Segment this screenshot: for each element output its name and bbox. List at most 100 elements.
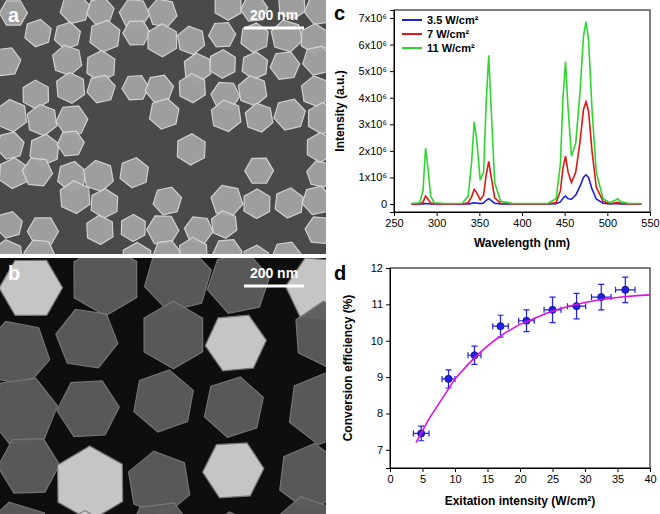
particle xyxy=(87,0,114,24)
tick: 35 xyxy=(612,468,624,485)
particle xyxy=(91,189,117,219)
data-point xyxy=(497,323,504,330)
particle xyxy=(307,132,326,162)
axis-line xyxy=(386,269,391,469)
tick-mark xyxy=(650,212,651,216)
particle xyxy=(27,104,56,135)
y-axis-title: Intensity (a.u.) xyxy=(333,70,347,151)
tick-mark xyxy=(390,151,394,152)
particle xyxy=(244,189,270,219)
tick-label: 250 xyxy=(385,217,403,229)
particle xyxy=(211,185,243,216)
particle xyxy=(87,215,113,244)
tick-mark xyxy=(386,268,390,269)
particle xyxy=(204,377,263,438)
particle xyxy=(245,158,274,183)
tick-label: 7 xyxy=(377,444,383,456)
tick-label: 350 xyxy=(471,217,489,229)
particle xyxy=(242,52,267,79)
particle xyxy=(245,103,273,132)
tick-label: 0 xyxy=(381,198,387,210)
tick-mark xyxy=(390,98,394,99)
tick-label: 20 xyxy=(514,473,526,485)
particle xyxy=(53,45,82,75)
particle xyxy=(123,21,150,45)
particle xyxy=(0,99,27,131)
tick-mark xyxy=(423,468,424,472)
tick-label: 12 xyxy=(371,262,383,274)
tick-label: 550 xyxy=(641,217,659,229)
particle xyxy=(203,443,264,498)
particle xyxy=(123,242,151,254)
panel-label: b xyxy=(8,262,20,284)
tick-mark xyxy=(488,468,489,472)
tick-mark xyxy=(607,212,608,216)
x-axis-title: Wavelength (nm) xyxy=(474,236,570,250)
particle xyxy=(74,258,137,316)
particle xyxy=(243,245,268,254)
tick-mark xyxy=(437,212,438,216)
particle xyxy=(0,132,24,159)
particle xyxy=(272,242,301,254)
tick-label: 400 xyxy=(513,217,531,229)
particle xyxy=(178,26,205,54)
y-axis-title: Conversion efficiency (%) xyxy=(341,295,355,442)
particle xyxy=(58,446,123,514)
tick: 12 xyxy=(371,262,390,274)
tick: 250 xyxy=(385,212,403,229)
particle xyxy=(274,99,305,130)
particle xyxy=(179,74,205,103)
particle xyxy=(305,217,326,243)
tick-mark xyxy=(650,468,651,472)
plot-frame xyxy=(390,268,650,468)
tick-label: 3x10⁶ xyxy=(359,118,387,130)
error-bar-y xyxy=(598,284,604,309)
tick-mark xyxy=(585,468,586,472)
particle xyxy=(271,20,302,52)
tick-label: 15 xyxy=(482,473,494,485)
particle xyxy=(289,372,326,445)
error-bar-x xyxy=(493,323,509,329)
plot-frame xyxy=(394,10,650,212)
legend-label: 3.5 W/cm² xyxy=(427,14,479,26)
particle xyxy=(215,0,241,20)
tick: 3x10⁶ xyxy=(359,118,394,130)
particle xyxy=(304,0,326,24)
tick-label: 2x10⁶ xyxy=(359,145,387,157)
tick-label: 0 xyxy=(387,473,393,485)
particle xyxy=(60,181,90,214)
tick: 25 xyxy=(547,468,559,485)
tick-label: 4x10⁶ xyxy=(359,92,387,104)
tick-mark xyxy=(390,124,394,125)
particle xyxy=(201,512,263,514)
legend-swatch xyxy=(402,47,422,49)
panel-label: c xyxy=(334,2,345,24)
tick: 30 xyxy=(579,468,591,485)
tick: 400 xyxy=(513,212,531,229)
tick-mark xyxy=(386,413,390,414)
particle xyxy=(0,321,50,385)
axis: 0510152025303540 xyxy=(387,468,656,485)
particle xyxy=(57,381,119,437)
tick-label: 10 xyxy=(371,335,383,347)
particle xyxy=(308,102,326,134)
error-bar-y xyxy=(574,293,580,318)
tick: 7 xyxy=(377,444,390,456)
particle xyxy=(177,134,205,165)
tick: 10 xyxy=(371,335,390,347)
tick-label: 25 xyxy=(547,473,559,485)
tick: 10 xyxy=(449,468,461,485)
particle xyxy=(122,76,149,100)
particle xyxy=(134,370,193,432)
tick-mark xyxy=(390,71,394,72)
tick-mark xyxy=(386,450,390,451)
particle xyxy=(209,23,236,47)
image-background xyxy=(0,0,326,254)
particle xyxy=(57,131,84,156)
tick: 0 xyxy=(381,198,394,210)
tick-mark xyxy=(386,341,390,342)
particle xyxy=(307,161,326,187)
particle xyxy=(211,100,241,131)
tick-label: 11 xyxy=(372,298,383,310)
error-bar-x xyxy=(616,287,636,293)
